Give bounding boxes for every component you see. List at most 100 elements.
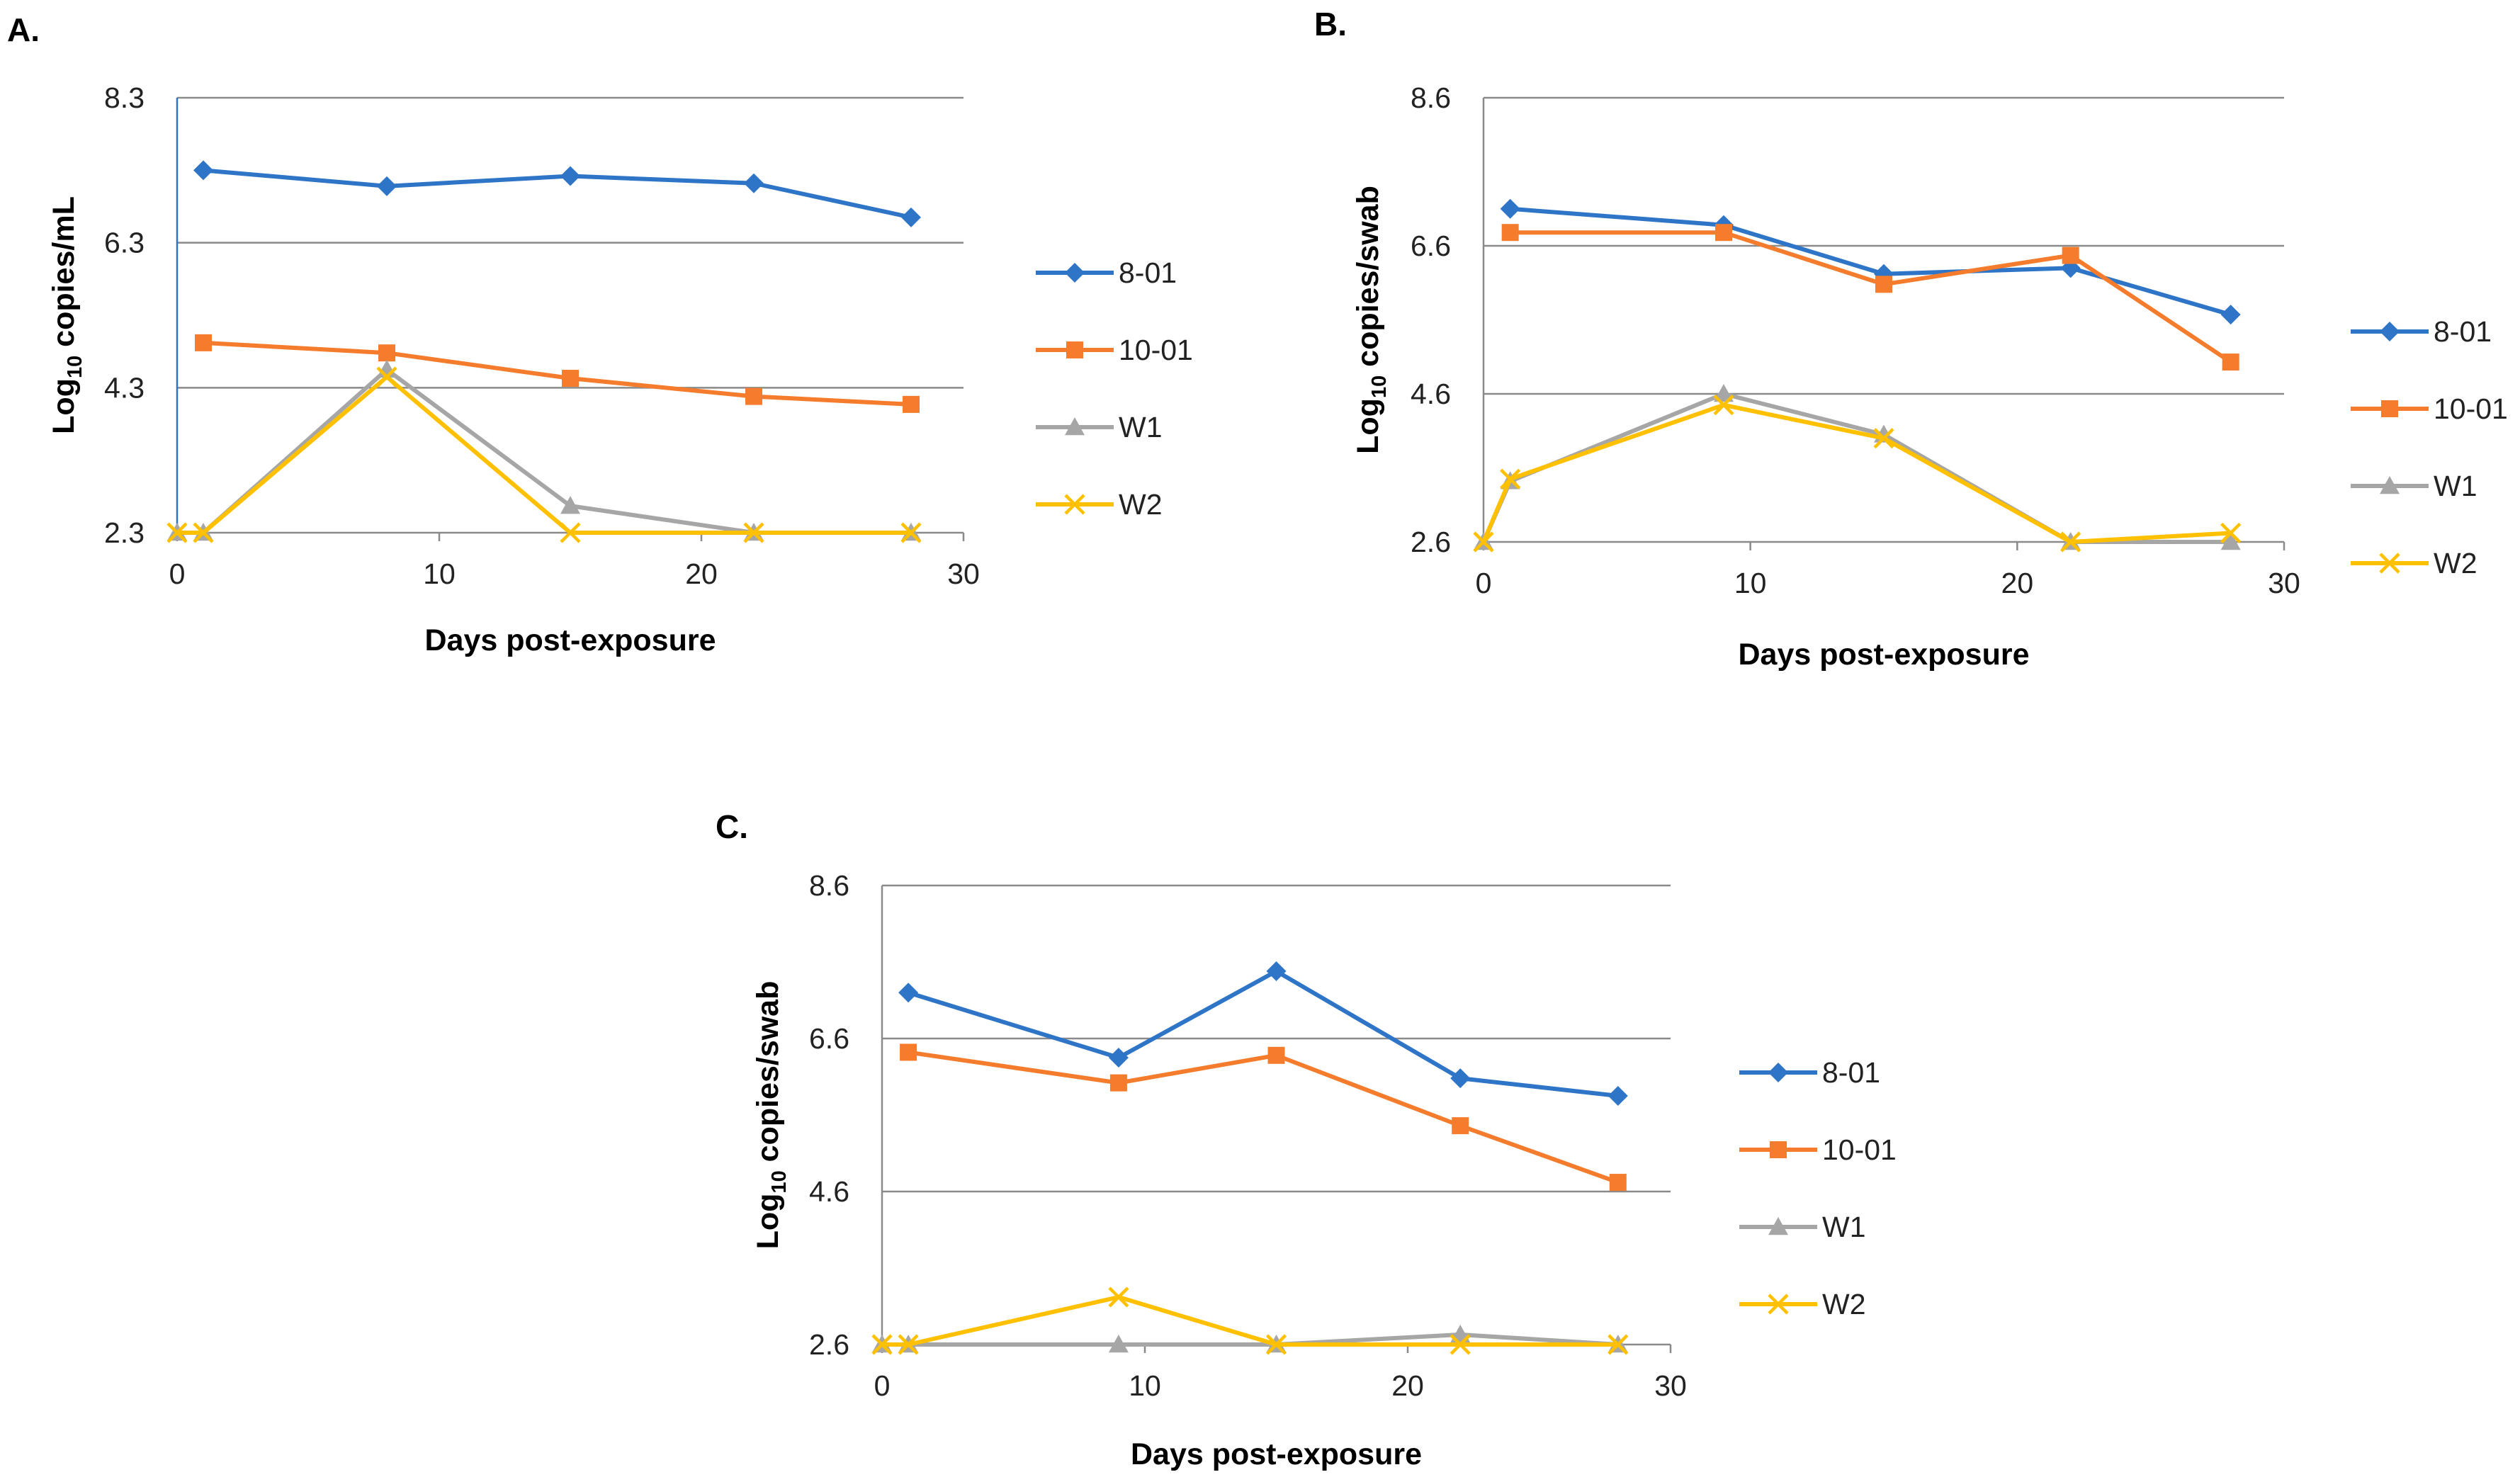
chart-panel-a: A. 8.3 6.3 4.3 2.3 0 10 20 30 Days post-exposure… bbox=[7, 11, 1193, 657]
series-10-01 bbox=[1501, 224, 2239, 371]
y-tick-label: 2.3 bbox=[104, 516, 145, 549]
series-line bbox=[906, 968, 1620, 1098]
series-W1 bbox=[1474, 384, 2241, 550]
data-point bbox=[2060, 531, 2081, 553]
data-point bbox=[2220, 522, 2242, 544]
data-point bbox=[378, 344, 395, 362]
data-point bbox=[1608, 1334, 1629, 1355]
x-axis-title: Days post-exposure bbox=[1131, 1437, 1422, 1471]
legend-entry: 8-01 bbox=[1739, 1056, 1880, 1089]
series-line bbox=[1508, 206, 2233, 317]
data-point bbox=[560, 166, 580, 186]
data-point bbox=[193, 522, 214, 543]
series-8-01 bbox=[1500, 198, 2241, 325]
x-tick-label: 20 bbox=[2001, 567, 2034, 599]
data-point bbox=[744, 173, 764, 193]
data-point bbox=[898, 1334, 919, 1355]
series-8-01 bbox=[898, 961, 1628, 1106]
legend-entry: W2 bbox=[1739, 1288, 1866, 1320]
legend-entry: W2 bbox=[2351, 547, 2477, 579]
legend-label: W2 bbox=[1119, 488, 1163, 521]
x-tick-label: 0 bbox=[1476, 567, 1492, 599]
data-point bbox=[901, 207, 921, 227]
data-point bbox=[1608, 1086, 1628, 1106]
data-point bbox=[1501, 224, 1519, 242]
series-line bbox=[201, 168, 913, 220]
data-point bbox=[871, 1334, 893, 1355]
legend-marker bbox=[2380, 322, 2400, 341]
x-tick-label: 10 bbox=[1129, 1369, 1161, 1402]
series-line bbox=[175, 374, 913, 535]
data-point bbox=[1266, 961, 1287, 981]
legend-label: W1 bbox=[2434, 470, 2477, 502]
x-tick-label: 0 bbox=[874, 1369, 891, 1402]
legend-entry: 10-01 bbox=[1036, 334, 1193, 366]
data-point bbox=[560, 496, 580, 514]
legend-label: 10-01 bbox=[2434, 392, 2508, 425]
legend-marker bbox=[1770, 1141, 1787, 1158]
series-line bbox=[880, 1295, 1620, 1347]
panel-label-a: A. bbox=[7, 11, 40, 48]
data-point bbox=[2222, 353, 2239, 371]
y-tick-label: 6.6 bbox=[1411, 230, 1451, 262]
y-axis-title: Log10 copies/swab bbox=[751, 981, 791, 1250]
data-point bbox=[1267, 1046, 1285, 1064]
data-point bbox=[1108, 1335, 1129, 1353]
panel-label-c: C. bbox=[716, 808, 748, 845]
series-10-01 bbox=[195, 334, 920, 413]
data-point bbox=[900, 1043, 917, 1061]
data-point bbox=[1873, 428, 1894, 449]
data-point bbox=[1265, 1334, 1287, 1355]
legend-label: W2 bbox=[2434, 547, 2477, 579]
series-W2 bbox=[871, 1286, 1629, 1355]
series-W1 bbox=[167, 359, 921, 541]
data-point bbox=[1715, 224, 1732, 242]
x-tick-label: 30 bbox=[947, 558, 980, 590]
data-point bbox=[1108, 1048, 1129, 1068]
x-tick-label: 20 bbox=[1391, 1369, 1424, 1402]
data-point bbox=[1450, 1068, 1471, 1089]
data-point bbox=[1609, 1174, 1627, 1192]
data-point bbox=[560, 522, 581, 543]
data-point bbox=[743, 522, 764, 543]
legend-marker bbox=[1066, 341, 1083, 358]
legend-entry: 10-01 bbox=[2351, 392, 2508, 425]
legend-entry: 10-01 bbox=[1739, 1133, 1897, 1166]
data-point bbox=[377, 176, 397, 196]
y-tick-label: 4.3 bbox=[104, 371, 145, 404]
data-point bbox=[745, 387, 762, 405]
data-point bbox=[1108, 1286, 1129, 1308]
series-line bbox=[1508, 230, 2233, 365]
data-point bbox=[1875, 276, 1892, 293]
legend-entry: W1 bbox=[2351, 470, 2477, 502]
x-tick-label: 10 bbox=[423, 558, 456, 590]
data-point bbox=[1500, 198, 1520, 219]
x-tick-label: 30 bbox=[2268, 567, 2300, 599]
y-tick-label: 4.6 bbox=[1411, 378, 1451, 410]
legend-label: 10-01 bbox=[1822, 1133, 1897, 1166]
y-tick-label: 2.6 bbox=[1411, 526, 1451, 558]
y-axis-title: Log10 copies/swab bbox=[1351, 186, 1391, 454]
y-tick-label: 8.3 bbox=[104, 81, 145, 114]
data-point bbox=[900, 522, 922, 543]
panel-label-b: B. bbox=[1314, 6, 1347, 43]
data-point bbox=[1473, 531, 1494, 553]
legend-entry: W1 bbox=[1036, 411, 1163, 443]
legend-marker bbox=[1768, 1217, 1788, 1235]
x-tick-label: 30 bbox=[1654, 1369, 1687, 1402]
data-point bbox=[2220, 305, 2241, 325]
legend-label: W1 bbox=[1119, 411, 1163, 443]
series-W2 bbox=[166, 366, 922, 543]
data-point bbox=[1713, 395, 1734, 416]
series-W2 bbox=[1473, 395, 2242, 553]
legend-marker bbox=[1768, 1294, 1789, 1315]
legend-marker bbox=[2379, 553, 2400, 574]
legend-entry: W1 bbox=[1739, 1211, 1866, 1243]
legend-marker bbox=[1065, 417, 1085, 436]
y-tick-label: 6.6 bbox=[809, 1022, 849, 1055]
legend-entry: 8-01 bbox=[1036, 256, 1177, 289]
data-point bbox=[898, 983, 919, 1003]
data-point bbox=[2062, 247, 2079, 264]
y-tick-label: 8.6 bbox=[809, 869, 849, 902]
